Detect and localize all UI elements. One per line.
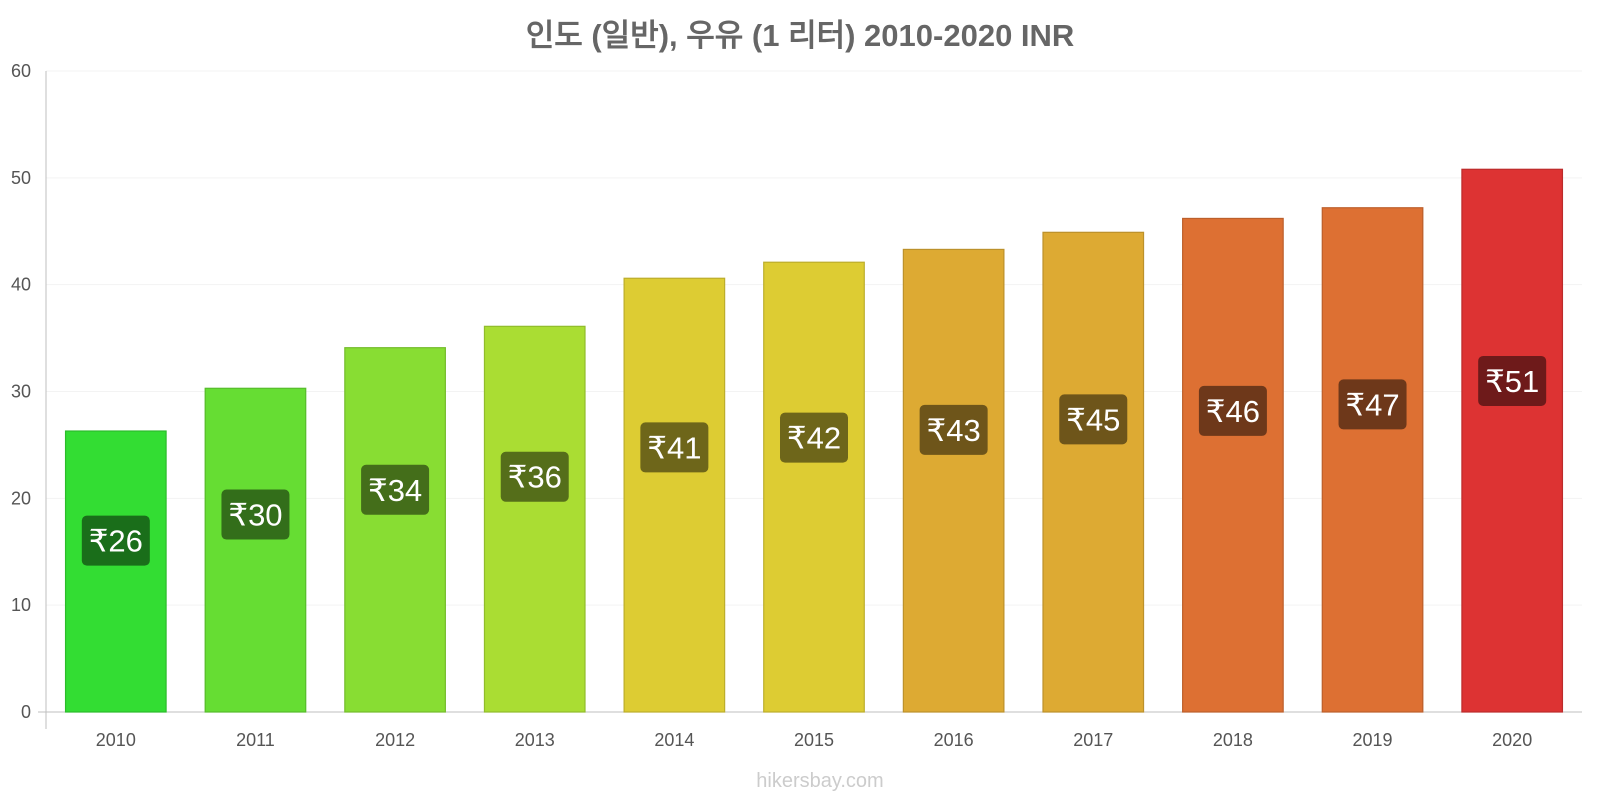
data-label-box (919, 404, 988, 455)
y-tick-label: 50 (11, 168, 31, 188)
data-labels: ₹26 ₹30 ₹34 ₹36 ₹41 ₹42 ₹43 ₹45 ₹46 ₹47 ₹51 (81, 355, 1547, 566)
bar-2011 (204, 387, 307, 713)
x-axis-tick-labels: 2010 2011 2012 2013 2014 2015 2016 2017 2018 2019… (96, 730, 1532, 750)
x-tick-label: 2014 (654, 730, 694, 750)
x-tick-label: 2020 (1492, 730, 1532, 750)
data-label-box (1478, 355, 1547, 406)
x-tick-label: 2016 (934, 730, 974, 750)
data-label: ₹36 (508, 460, 562, 495)
bar-2018 (1182, 217, 1284, 713)
data-label: ₹42 (787, 421, 841, 456)
x-tick-label: 2010 (96, 730, 136, 750)
data-label-box (81, 515, 150, 566)
y-axis-tick-labels: 0 10 20 30 40 50 60 (11, 61, 31, 722)
y-tick-label: 0 (21, 702, 31, 722)
data-label-box (780, 412, 848, 463)
x-tick-label: 2017 (1073, 730, 1113, 750)
bar-2013 (483, 325, 586, 713)
chart-title: 인도 (일반), 우유 (1 리터) 2010-2020 INR (526, 18, 1075, 53)
x-tick-label: 2018 (1213, 730, 1253, 750)
bar-2016 (902, 248, 1005, 713)
bars (64, 168, 1564, 713)
x-tick-label: 2019 (1353, 730, 1393, 750)
data-label: ₹46 (1206, 394, 1260, 429)
data-label-box (500, 451, 569, 502)
data-label-box (640, 422, 709, 473)
bar-2012 (344, 347, 446, 713)
x-tick-label: 2015 (794, 730, 834, 750)
data-label: ₹43 (927, 413, 981, 448)
bar-2015 (763, 261, 865, 713)
x-tick-label: 2013 (515, 730, 555, 750)
y-tick-label: 40 (11, 275, 31, 295)
data-label-box (361, 464, 430, 515)
bar-2017 (1042, 231, 1145, 713)
x-tick-label: 2011 (236, 730, 275, 750)
data-label: ₹45 (1066, 402, 1120, 437)
bar-2014 (623, 277, 726, 713)
data-label: ₹41 (647, 430, 701, 465)
x-tick-label: 2012 (375, 730, 415, 750)
data-label-box (1338, 379, 1407, 430)
data-label-box (221, 489, 290, 540)
y-tick-label: 30 (11, 382, 31, 402)
data-label: ₹34 (368, 473, 422, 508)
y-tick-label: 10 (11, 595, 31, 615)
watermark: hikersbay.com (756, 770, 883, 792)
y-tick-label: 60 (11, 61, 31, 81)
data-label: ₹30 (228, 498, 282, 533)
data-label: ₹26 (89, 524, 143, 559)
data-label-box (1198, 385, 1267, 436)
bar-2020 (1461, 168, 1564, 713)
bar-2010 (64, 430, 167, 713)
data-label: ₹51 (1485, 364, 1539, 399)
bar-2019 (1321, 207, 1424, 713)
data-label-box (1059, 394, 1128, 445)
data-label: ₹47 (1345, 387, 1399, 422)
y-tick-label: 20 (11, 488, 31, 508)
